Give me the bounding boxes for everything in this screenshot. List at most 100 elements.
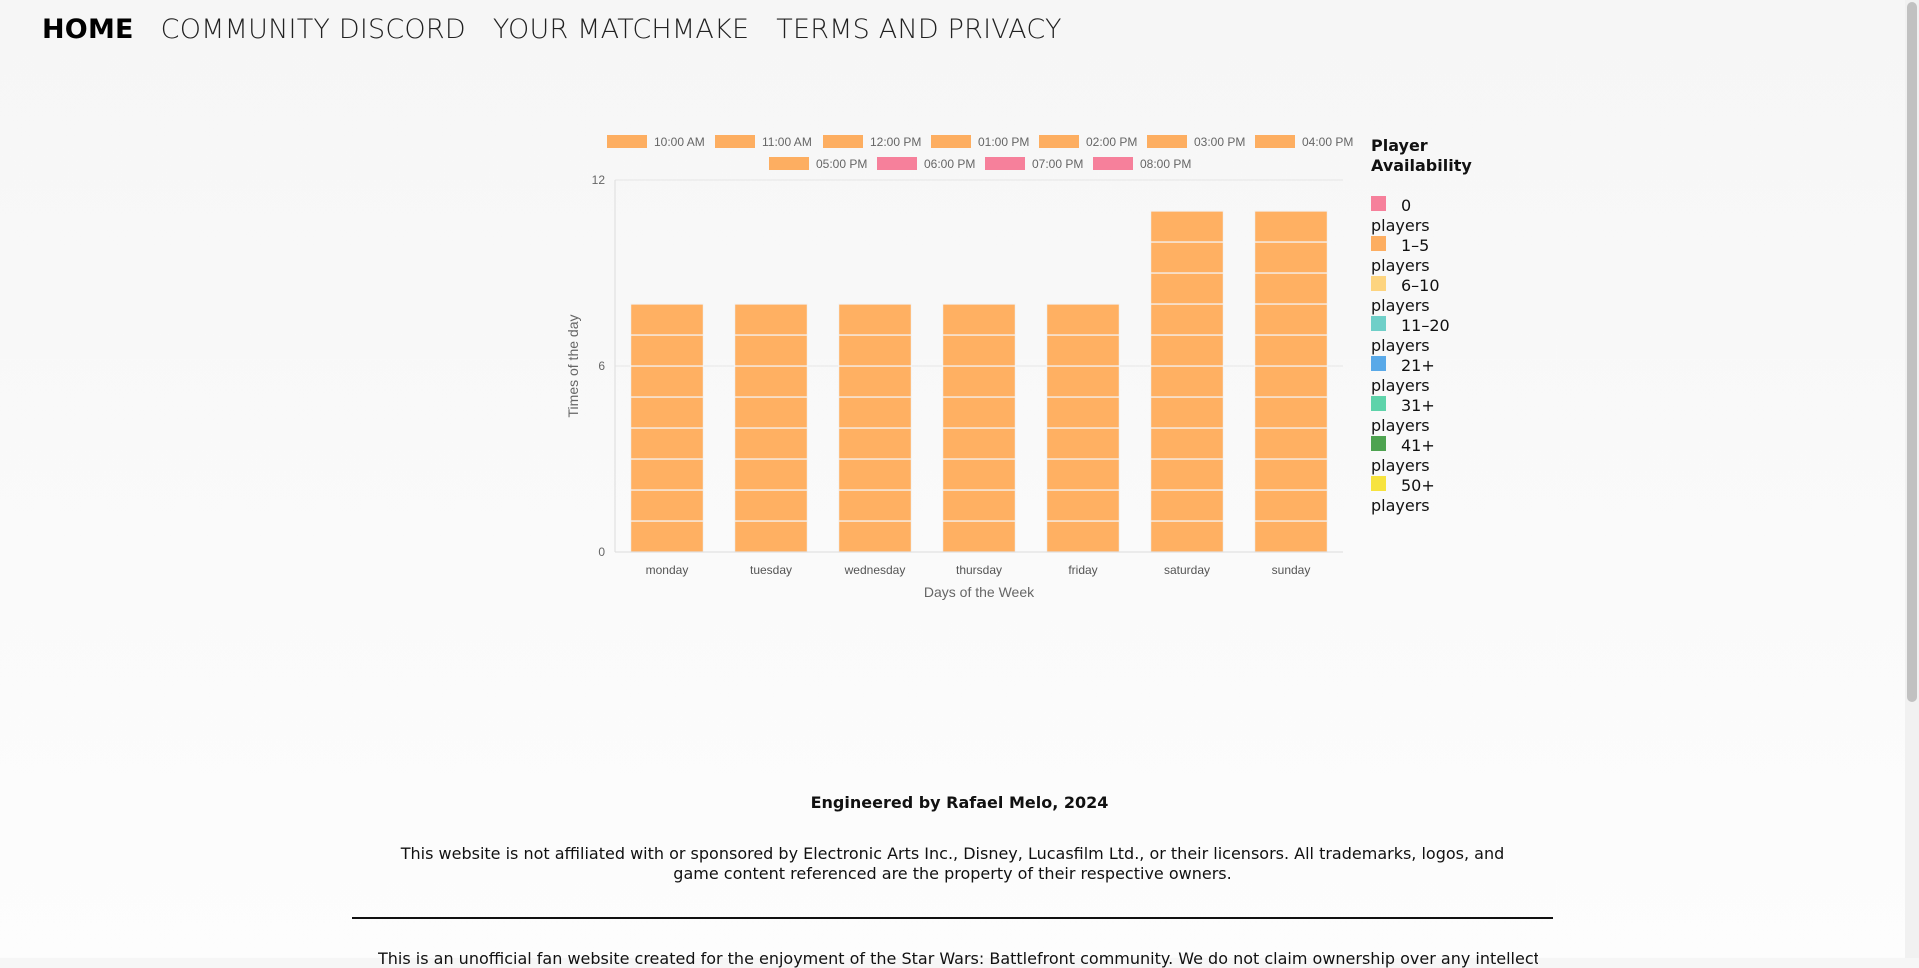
availability-unit: players: [1371, 256, 1430, 275]
availability-range: 31+: [1401, 396, 1435, 415]
availability-range: 41+: [1401, 436, 1435, 455]
bar-segment: [629, 303, 705, 336]
nav-discord-link[interactable]: COMMUNITY DISCORD: [160, 14, 466, 45]
legend-swatch: [715, 135, 755, 148]
bar-segment: [1149, 458, 1224, 491]
availability-item: 6–10 players: [1371, 276, 1481, 316]
legend-label: 08:00 PM: [1140, 157, 1191, 171]
legend-label: 12:00 PM: [870, 135, 921, 149]
bar-segment: [838, 303, 913, 336]
bar-segment: [1149, 334, 1224, 367]
bar-segment: [1149, 520, 1224, 553]
bar-segment: [1149, 303, 1224, 336]
legend-swatch: [985, 157, 1025, 170]
legend-label: 03:00 PM: [1194, 135, 1245, 149]
bar-segment: [1253, 396, 1328, 429]
bar-segment: [838, 396, 913, 429]
nav-home-link[interactable]: HOME: [42, 14, 134, 45]
bar-segment: [629, 365, 705, 398]
legend-swatch: [823, 135, 863, 148]
availability-range: 6–10: [1401, 276, 1440, 295]
availability-swatch: [1371, 476, 1386, 491]
legend-swatch: [1039, 135, 1079, 148]
x-tick-label: sunday: [1272, 563, 1311, 577]
x-tick-label: saturday: [1164, 563, 1210, 577]
legend-label: 11:00 AM: [762, 135, 812, 149]
player-availability-legend: Player Availability 0 players 1–5 players 6–…: [1371, 136, 1481, 516]
availability-item: 41+ players: [1371, 436, 1481, 476]
availability-chart: 10:00 AM 11:00 AM 12:00 PM 01:00 PM 02:00 PM…: [565, 135, 1353, 600]
bar-segment: [1046, 365, 1121, 398]
bar-segment: [1046, 520, 1121, 553]
bar-segment: [838, 520, 913, 553]
x-tick-label: thursday: [956, 563, 1002, 577]
bar-segment: [838, 489, 913, 522]
x-axis-title: Days of the Week: [924, 584, 1035, 600]
bar-segment: [1253, 334, 1328, 367]
bar-segment: [942, 489, 1017, 522]
legend-label: 05:00 PM: [816, 157, 867, 171]
availability-unit: players: [1371, 336, 1430, 355]
bar-segment: [734, 365, 809, 398]
bar-segment: [1253, 272, 1328, 305]
top-nav: HOME COMMUNITY DISCORD YOUR MATCHMAKE TE…: [42, 14, 1062, 45]
scrollbar-thumb[interactable]: [1907, 2, 1917, 702]
bar-segment: [1253, 241, 1328, 274]
footer-disclaimer: This website is not affiliated with or s…: [400, 844, 1505, 883]
legend-swatch: [769, 157, 809, 170]
page-scrollbar[interactable]: [1905, 0, 1919, 958]
bar-segment: [734, 334, 809, 367]
bar-segment: [942, 427, 1017, 460]
bar-segment: [1149, 489, 1224, 522]
bar-segment: [1253, 427, 1328, 460]
availability-range: 1–5: [1401, 236, 1430, 255]
bar-segment: [629, 396, 705, 429]
bar-segment: [1046, 489, 1121, 522]
availability-item: 1–5 players: [1371, 236, 1481, 276]
availability-swatch: [1371, 436, 1386, 451]
nav-matchmake-link[interactable]: YOUR MATCHMAKE: [492, 14, 750, 45]
availability-item: 21+ players: [1371, 356, 1481, 396]
bar-segment: [734, 396, 809, 429]
bar-segment: [1253, 520, 1328, 553]
bar-segment: [1046, 458, 1121, 491]
bar-segment: [1046, 334, 1121, 367]
availability-swatch: [1371, 396, 1386, 411]
bar-segment: [838, 365, 913, 398]
bar-segment: [942, 303, 1017, 336]
bar-segment: [942, 365, 1017, 398]
availability-unit: players: [1371, 216, 1430, 235]
availability-title: Player Availability: [1371, 136, 1472, 175]
legend-label: 04:00 PM: [1302, 135, 1353, 149]
availability-swatch: [1371, 316, 1386, 331]
bar-segment: [838, 427, 913, 460]
bar-segment: [629, 520, 705, 553]
availability-range: 50+: [1401, 476, 1435, 495]
legend-swatch: [1255, 135, 1295, 148]
bar-segment: [629, 458, 705, 491]
bar-segment: [942, 458, 1017, 491]
bar-segment: [629, 489, 705, 522]
bar-segment: [1046, 427, 1121, 460]
legend-swatch: [1093, 157, 1133, 170]
legend-label: 07:00 PM: [1032, 157, 1083, 171]
legend-swatch: [877, 157, 917, 170]
availability-range: 21+: [1401, 356, 1435, 375]
bar-segment: [1149, 272, 1224, 305]
bar-segment: [734, 427, 809, 460]
y-tick-label: 6: [598, 359, 605, 373]
footer-credit: Engineered by Rafael Melo, 2024: [810, 793, 1109, 812]
availability-item: 31+ players: [1371, 396, 1481, 436]
bar-segment: [1149, 427, 1224, 460]
legend-label: 01:00 PM: [978, 135, 1029, 149]
bar-segment: [1149, 210, 1224, 243]
bar-segment: [1149, 396, 1224, 429]
x-tick-label: wednesday: [844, 563, 906, 577]
nav-terms-link[interactable]: TERMS AND PRIVACY: [776, 14, 1062, 45]
availability-unit: players: [1371, 496, 1430, 515]
legend-label: 02:00 PM: [1086, 135, 1137, 149]
legend-swatch: [1147, 135, 1187, 148]
availability-unit: players: [1371, 296, 1430, 315]
availability-item: 50+ players: [1371, 476, 1481, 516]
availability-unit: players: [1371, 376, 1430, 395]
